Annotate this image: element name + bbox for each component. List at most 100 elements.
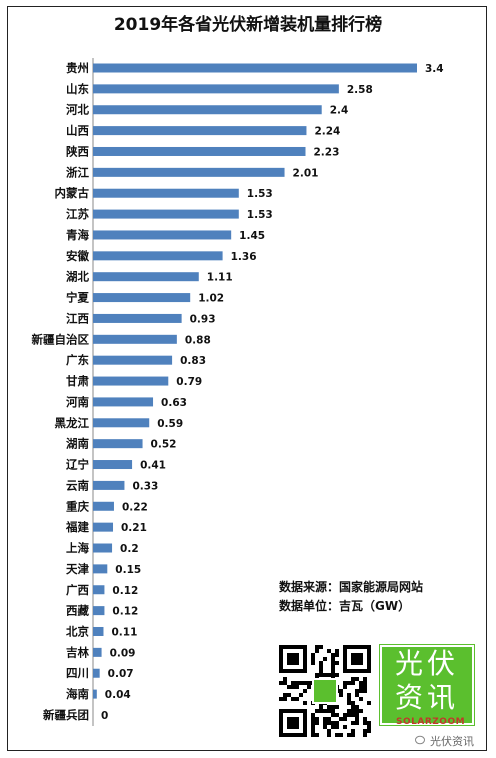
value-label: 2.01 xyxy=(293,167,319,179)
value-label: 0.21 xyxy=(121,522,147,534)
value-label: 0.59 xyxy=(157,418,183,430)
bar xyxy=(93,334,177,344)
value-label: 0.12 xyxy=(112,585,138,597)
category-label: 上海 xyxy=(66,541,89,555)
wechat-icon xyxy=(415,735,425,745)
category-label: 新疆兵团 xyxy=(43,708,89,722)
category-label: 贵州 xyxy=(66,61,89,75)
category-label: 甘肃 xyxy=(66,374,89,388)
category-label: 辽宁 xyxy=(66,458,89,472)
category-label: 安徽 xyxy=(66,249,89,263)
value-label: 0.12 xyxy=(112,606,138,618)
category-label: 湖北 xyxy=(66,270,89,284)
category-label: 西藏 xyxy=(66,604,89,618)
category-label: 吉林 xyxy=(66,645,89,659)
brand-logo: 光伏 资讯 xyxy=(379,644,475,726)
value-label: 0.63 xyxy=(161,397,187,409)
bar xyxy=(93,543,113,553)
logo-line-2: 资讯 xyxy=(394,681,459,714)
data-source-line: 数据来源：国家能源局网站 xyxy=(279,580,424,594)
category-label: 北京 xyxy=(66,624,89,638)
bar xyxy=(93,105,322,115)
value-label: 1.53 xyxy=(247,209,273,221)
category-label: 福建 xyxy=(65,520,89,534)
bar xyxy=(93,501,114,511)
value-label: 2.24 xyxy=(314,126,340,138)
category-label: 广西 xyxy=(66,583,89,597)
value-label: 2.23 xyxy=(314,146,340,158)
category-label: 山东 xyxy=(66,82,89,96)
value-label: 0.79 xyxy=(176,376,202,388)
category-label: 河北 xyxy=(66,103,89,117)
bar xyxy=(93,439,143,449)
category-label: 广东 xyxy=(66,353,89,367)
value-label: 1.36 xyxy=(231,251,257,263)
category-label: 青海 xyxy=(66,228,89,242)
category-label: 江西 xyxy=(66,311,89,325)
category-label: 天津 xyxy=(66,562,89,576)
value-label: 2.58 xyxy=(347,84,373,96)
category-label: 海南 xyxy=(66,687,89,701)
bar xyxy=(93,272,199,282)
value-label: 0.93 xyxy=(190,313,216,325)
value-label: 0.2 xyxy=(120,543,139,555)
bar xyxy=(93,626,104,636)
logo-site-name: SOLARZOOM xyxy=(396,717,466,727)
bar xyxy=(93,606,105,616)
bar xyxy=(93,230,232,240)
bars-group: 贵州 3.4 山东 2.58 河北 2.4 山西 2.24 陕西 2.23 浙江 2.01 内蒙古 1.5… xyxy=(32,61,444,722)
category-label: 重庆 xyxy=(66,499,89,513)
bar xyxy=(93,84,339,94)
bar xyxy=(93,146,306,156)
value-label: 0 xyxy=(101,710,108,722)
bar xyxy=(93,689,97,699)
category-label: 湖南 xyxy=(66,437,89,451)
bar xyxy=(93,585,105,595)
category-label: 黑龙江 xyxy=(55,416,90,430)
watermark-text: 光伏资讯 xyxy=(430,735,474,748)
value-label: 0.33 xyxy=(132,480,158,492)
category-label: 陕西 xyxy=(66,144,89,158)
bar xyxy=(93,167,285,177)
bar xyxy=(93,355,173,365)
category-label: 江苏 xyxy=(66,207,89,221)
value-label: 2.4 xyxy=(330,105,349,117)
value-label: 1.53 xyxy=(247,188,273,200)
category-label: 河南 xyxy=(66,395,89,409)
bar xyxy=(93,522,114,532)
bar xyxy=(93,293,191,303)
value-label: 1.02 xyxy=(198,293,224,305)
category-label: 新疆自治区 xyxy=(32,332,90,346)
value-label: 1.45 xyxy=(239,230,265,242)
category-label: 宁夏 xyxy=(66,291,89,305)
value-label: 0.09 xyxy=(110,647,136,659)
value-label: 0.52 xyxy=(151,439,177,451)
chart-title: 2019年各省光伏新增装机量排行榜 xyxy=(113,15,383,35)
category-label: 四川 xyxy=(66,666,89,680)
value-label: 0.41 xyxy=(140,460,166,472)
bar xyxy=(93,564,108,574)
bar xyxy=(93,397,154,407)
bar xyxy=(93,313,182,323)
value-label: 0.83 xyxy=(180,355,206,367)
bar xyxy=(93,460,133,470)
value-label: 0.15 xyxy=(115,564,141,576)
value-label: 0.22 xyxy=(122,501,148,513)
data-source-note: 数据来源：国家能源局网站 数据单位：吉瓦（GW） xyxy=(279,578,423,616)
value-label: 0.04 xyxy=(105,689,131,701)
bar xyxy=(93,376,169,386)
qr-code-image xyxy=(279,645,371,737)
category-label: 浙江 xyxy=(66,165,89,179)
bar xyxy=(93,480,125,490)
category-label: 山西 xyxy=(66,124,89,138)
bar xyxy=(93,126,307,136)
bar xyxy=(93,668,100,678)
category-label: 云南 xyxy=(66,478,89,492)
logo-line-1: 光伏 xyxy=(394,647,459,680)
value-label: 0.88 xyxy=(185,334,211,346)
bar xyxy=(93,251,223,261)
value-label: 0.11 xyxy=(111,626,137,638)
value-label: 0.07 xyxy=(108,668,134,680)
data-unit-line: 数据单位：吉瓦（GW） xyxy=(279,599,411,613)
